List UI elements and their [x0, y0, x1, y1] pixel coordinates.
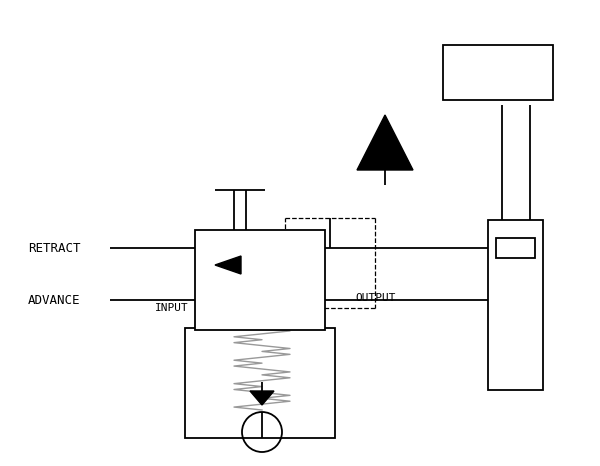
Text: INPUT: INPUT — [155, 303, 189, 313]
Text: load: load — [456, 61, 493, 75]
Text: OUTPUT: OUTPUT — [355, 293, 395, 303]
Bar — [185, 328, 335, 438]
Bar — [488, 220, 543, 390]
Bar — [443, 45, 553, 100]
Text: RETRACT: RETRACT — [28, 241, 80, 254]
Text: ADVANCE: ADVANCE — [28, 294, 80, 307]
Bar — [195, 230, 325, 330]
Polygon shape — [357, 115, 413, 170]
Polygon shape — [215, 256, 241, 274]
Polygon shape — [250, 391, 274, 405]
Bar — [496, 238, 535, 258]
